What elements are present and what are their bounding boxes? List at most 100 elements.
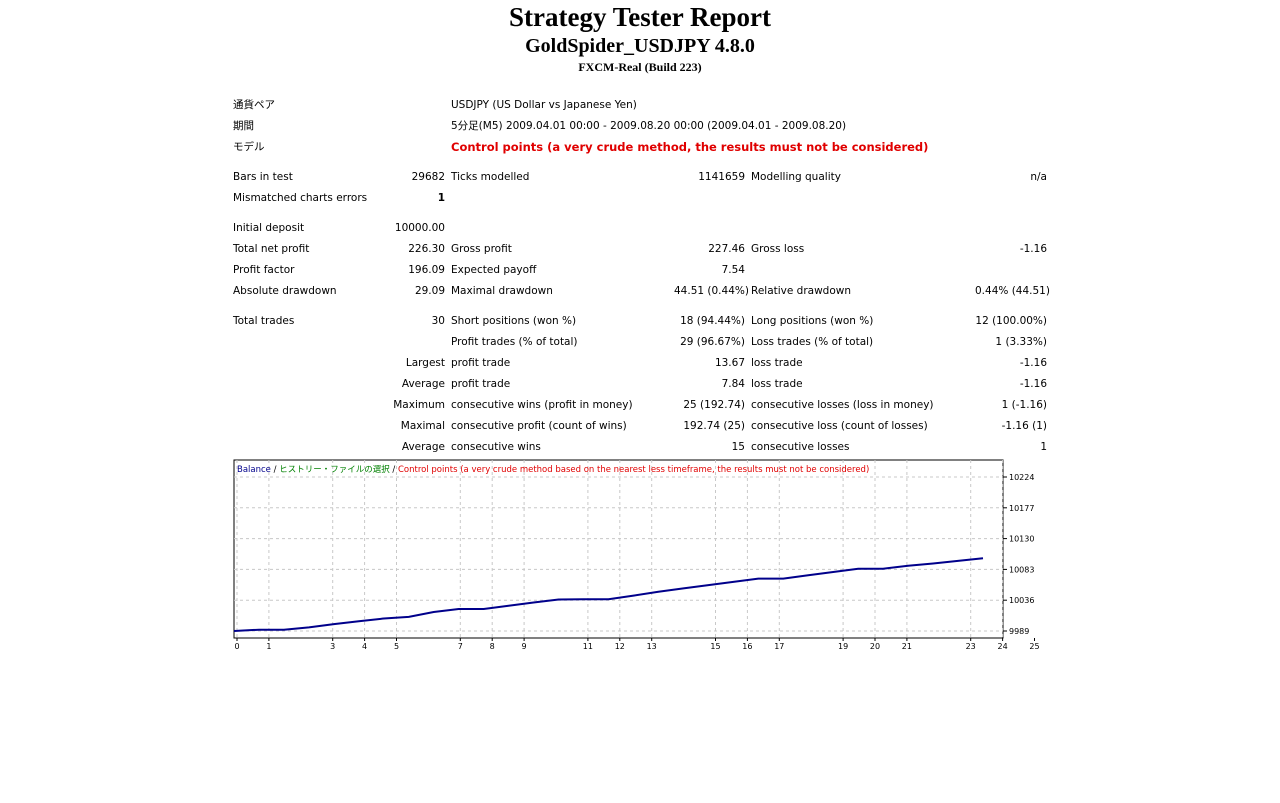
max-consecutive-losses-value: 1 (-1.16) <box>1001 398 1047 411</box>
x-tick-label: 20 <box>870 642 880 651</box>
x-tick-label: 19 <box>838 642 848 651</box>
legend-history-file[interactable]: ヒストリー・ファイルの選択 <box>279 464 390 475</box>
x-tick-label: 25 <box>1029 642 1039 651</box>
net-profit-value: 226.30 <box>408 242 445 255</box>
max-consecutive-profit-value: 192.74 (25) <box>683 419 745 432</box>
y-tick-label: 10130 <box>1009 535 1034 544</box>
deposit-label: Initial deposit <box>233 221 305 234</box>
avg-consecutive-wins-value: 15 <box>731 440 745 453</box>
maximal-drawdown-value: 44.51 (0.44%) <box>674 284 748 297</box>
avg-consecutive-wins-label: consecutive wins <box>451 440 541 453</box>
avg-consecutive-losses-label: consecutive losses <box>751 440 850 453</box>
x-tick-label: 4 <box>362 642 367 651</box>
average-consecutive-row: Average consecutive wins 15 consecutive … <box>230 436 1050 457</box>
ticks-value: 1141659 <box>698 170 745 183</box>
short-positions-label: Short positions (won %) <box>451 314 577 327</box>
total-trades-label: Total trades <box>233 314 295 327</box>
average-loss-label: loss trade <box>751 377 803 390</box>
x-tick-label: 7 <box>458 642 463 651</box>
y-tick-label: 10083 <box>1009 565 1034 574</box>
average-consecutive-label: Average <box>401 440 445 453</box>
x-tick-label: 12 <box>615 642 625 651</box>
loss-trades-label: Loss trades (% of total) <box>751 335 874 348</box>
y-tick-label: 9989 <box>1009 627 1029 636</box>
gross-profit-value: 227.46 <box>708 242 745 255</box>
y-axis: 9989 10036 10083 10130 10177 10224 <box>1003 473 1034 636</box>
x-tick-label: 11 <box>583 642 593 651</box>
mismatch-label: Mismatched charts errors <box>233 191 368 204</box>
profit-factor-row: Profit factor 196.09 Expected payoff 7.5… <box>230 259 1050 280</box>
maximal-row: Maximal consecutive profit (count of win… <box>230 415 1050 436</box>
absolute-drawdown-value: 29.09 <box>414 284 445 297</box>
relative-drawdown-label: Relative drawdown <box>751 284 852 297</box>
average-row: Average profit trade 7.84 loss trade -1.… <box>230 373 1050 394</box>
long-positions-label: Long positions (won %) <box>751 314 874 327</box>
profit-trades-value: 29 (96.67%) <box>680 335 745 348</box>
x-tick-label: 17 <box>774 642 784 651</box>
gross-loss-value: -1.16 <box>1019 242 1047 255</box>
spacer <box>230 157 1050 166</box>
spacer <box>230 301 1050 310</box>
x-tick-label: 15 <box>710 642 720 651</box>
y-tick-label: 10177 <box>1009 504 1034 513</box>
x-axis: 0134578911121315161719202123242527282931… <box>234 638 1040 651</box>
legend-separator: / <box>392 465 398 475</box>
largest-loss-label: loss trade <box>751 356 803 369</box>
largest-loss-value: -1.16 <box>1019 356 1047 369</box>
relative-drawdown-value: 0.44% (44.51) <box>975 284 1050 297</box>
period-label: 期間 <box>233 120 254 132</box>
average-profit-label: profit trade <box>451 377 511 390</box>
absolute-drawdown-label: Absolute drawdown <box>233 284 337 297</box>
model-value: Control points (a very crude method, the… <box>451 139 929 154</box>
x-tick-label: 16 <box>742 642 752 651</box>
deposit-value: 10000.00 <box>394 221 445 234</box>
gross-loss-label: Gross loss <box>751 242 805 255</box>
profit-factor-label: Profit factor <box>233 263 295 276</box>
mismatch-row: Mismatched charts errors 1 <box>230 187 1050 208</box>
x-tick-label: 1 <box>266 642 271 651</box>
max-consecutive-wins-value: 25 (192.74) <box>683 398 745 411</box>
bars-label: Bars in test <box>233 170 293 183</box>
long-positions-value: 12 (100.00%) <box>975 314 1047 327</box>
largest-row: Largest profit trade 13.67 loss trade -1… <box>230 352 1050 373</box>
symbol-label: 通貨ペア <box>233 99 275 111</box>
y-tick-label: 10036 <box>1009 596 1034 605</box>
x-tick-label: 5 <box>394 642 399 651</box>
x-tick-label: 24 <box>998 642 1008 651</box>
report-title: Strategy Tester Report <box>509 2 771 32</box>
x-tick-label: 3 <box>330 642 335 651</box>
maximal-drawdown-label: Maximal drawdown <box>451 284 553 297</box>
deposit-row: Initial deposit 10000.00 <box>230 217 1050 238</box>
largest-label: Largest <box>405 356 445 369</box>
maximum-label: Maximum <box>393 398 445 411</box>
x-tick-label: 21 <box>902 642 912 651</box>
grid <box>234 460 1004 638</box>
y-tick-label: 10224 <box>1009 473 1034 482</box>
plot-frame <box>233 459 1004 639</box>
maximal-label: Maximal <box>400 419 445 432</box>
bars-value: 29682 <box>411 170 445 183</box>
symbol-row: 通貨ペア USDJPY (US Dollar vs Japanese Yen) <box>230 94 1050 115</box>
profit-loss-trades-row: Profit trades (% of total) 29 (96.67%) L… <box>230 331 1050 352</box>
largest-profit-value: 13.67 <box>714 356 745 369</box>
model-label: モデル <box>233 141 265 153</box>
average-label: Average <box>401 377 445 390</box>
expected-payoff-value: 7.54 <box>721 263 745 276</box>
max-consecutive-profit-label: consecutive profit (count of wins) <box>451 419 627 432</box>
series-layer <box>233 557 984 632</box>
gross-profit-label: Gross profit <box>451 242 512 255</box>
spacer <box>230 208 1050 217</box>
average-profit-value: 7.84 <box>721 377 745 390</box>
profit-factor-value: 196.09 <box>408 263 445 276</box>
average-loss-value: -1.16 <box>1019 377 1047 390</box>
x-tick-label: 23 <box>966 642 976 651</box>
x-tick-label: 0 <box>234 642 239 651</box>
legend-balance: Balance <box>237 465 271 475</box>
server-name: FXCM-Real (Build 223) <box>578 60 702 74</box>
legend-model-note: Control points (a very crude method base… <box>398 465 869 475</box>
max-consecutive-loss-value: -1.16 (1) <box>1001 419 1047 432</box>
balance-line <box>233 557 984 632</box>
net-profit-label: Total net profit <box>233 242 310 255</box>
drawdown-row: Absolute drawdown 29.09 Maximal drawdown… <box>230 280 1050 301</box>
